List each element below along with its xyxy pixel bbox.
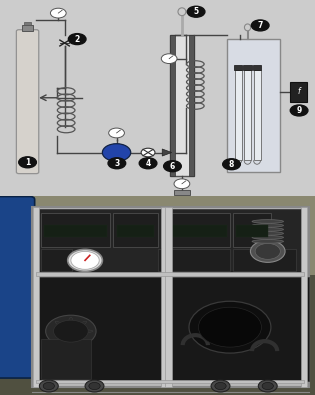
Ellipse shape: [73, 321, 87, 330]
Ellipse shape: [178, 8, 186, 16]
Bar: [0, 275, 315, 395]
Circle shape: [39, 380, 58, 392]
Bar: [244, 70, 251, 160]
Circle shape: [109, 128, 124, 138]
Bar: [170, 35, 194, 176]
Bar: [301, 207, 307, 387]
Bar: [233, 213, 271, 247]
Bar: [235, 70, 242, 160]
Circle shape: [46, 315, 96, 347]
Circle shape: [85, 380, 104, 392]
Bar: [290, 82, 307, 102]
Bar: [161, 207, 167, 387]
Bar: [41, 249, 72, 271]
Circle shape: [141, 148, 155, 157]
Circle shape: [262, 382, 273, 389]
Circle shape: [68, 249, 102, 271]
Bar: [233, 249, 296, 271]
Circle shape: [189, 301, 271, 353]
Bar: [174, 190, 190, 195]
Ellipse shape: [252, 240, 284, 243]
Ellipse shape: [20, 159, 35, 169]
Ellipse shape: [252, 228, 284, 231]
Text: 5: 5: [193, 7, 199, 16]
Ellipse shape: [252, 231, 284, 235]
Bar: [236, 226, 268, 237]
Circle shape: [19, 157, 37, 168]
Bar: [117, 226, 154, 237]
Circle shape: [102, 144, 131, 161]
Circle shape: [223, 159, 240, 170]
Bar: [36, 380, 304, 383]
Bar: [165, 207, 172, 387]
Bar: [0, 196, 315, 275]
Circle shape: [250, 241, 285, 262]
Circle shape: [174, 179, 190, 189]
Bar: [254, 70, 261, 160]
Ellipse shape: [252, 224, 284, 227]
Circle shape: [198, 307, 261, 347]
Bar: [234, 64, 242, 70]
Ellipse shape: [74, 330, 93, 333]
Circle shape: [43, 382, 54, 389]
Text: 1: 1: [25, 158, 30, 167]
Bar: [22, 25, 33, 31]
Circle shape: [187, 6, 205, 17]
Circle shape: [255, 243, 280, 260]
Ellipse shape: [244, 24, 251, 31]
Circle shape: [211, 380, 230, 392]
Ellipse shape: [55, 321, 69, 330]
Bar: [24, 23, 31, 25]
Bar: [253, 64, 261, 70]
Circle shape: [251, 20, 269, 31]
Text: 2: 2: [75, 35, 80, 43]
Text: 4: 4: [146, 159, 151, 168]
Bar: [243, 64, 252, 70]
Text: 8: 8: [229, 160, 234, 169]
Bar: [170, 277, 309, 381]
Text: f: f: [297, 87, 300, 96]
Ellipse shape: [252, 236, 284, 239]
Bar: [35, 277, 164, 381]
Circle shape: [139, 158, 157, 169]
Circle shape: [290, 105, 308, 116]
Bar: [44, 226, 107, 237]
Circle shape: [54, 320, 88, 342]
Bar: [158, 249, 230, 271]
Bar: [33, 207, 39, 387]
FancyBboxPatch shape: [16, 30, 39, 174]
Bar: [227, 39, 280, 172]
FancyBboxPatch shape: [0, 197, 35, 378]
Circle shape: [215, 382, 226, 389]
Bar: [41, 213, 110, 247]
Text: 6: 6: [170, 162, 175, 171]
Circle shape: [108, 158, 126, 169]
Ellipse shape: [69, 317, 73, 329]
Bar: [161, 213, 230, 247]
Ellipse shape: [252, 220, 284, 223]
Bar: [164, 226, 227, 237]
Circle shape: [258, 380, 277, 392]
Circle shape: [71, 251, 99, 269]
Circle shape: [89, 382, 100, 389]
Circle shape: [161, 54, 177, 64]
Bar: [41, 339, 91, 379]
Bar: [36, 272, 304, 276]
Bar: [32, 207, 309, 387]
Circle shape: [68, 34, 86, 45]
Circle shape: [50, 8, 66, 18]
Polygon shape: [162, 149, 172, 156]
Circle shape: [164, 161, 181, 172]
Text: 9: 9: [296, 106, 302, 115]
Text: 7: 7: [257, 21, 263, 30]
Bar: [113, 213, 158, 247]
Text: 3: 3: [114, 159, 119, 168]
Bar: [189, 35, 194, 176]
Bar: [170, 35, 175, 176]
Bar: [35, 209, 306, 275]
